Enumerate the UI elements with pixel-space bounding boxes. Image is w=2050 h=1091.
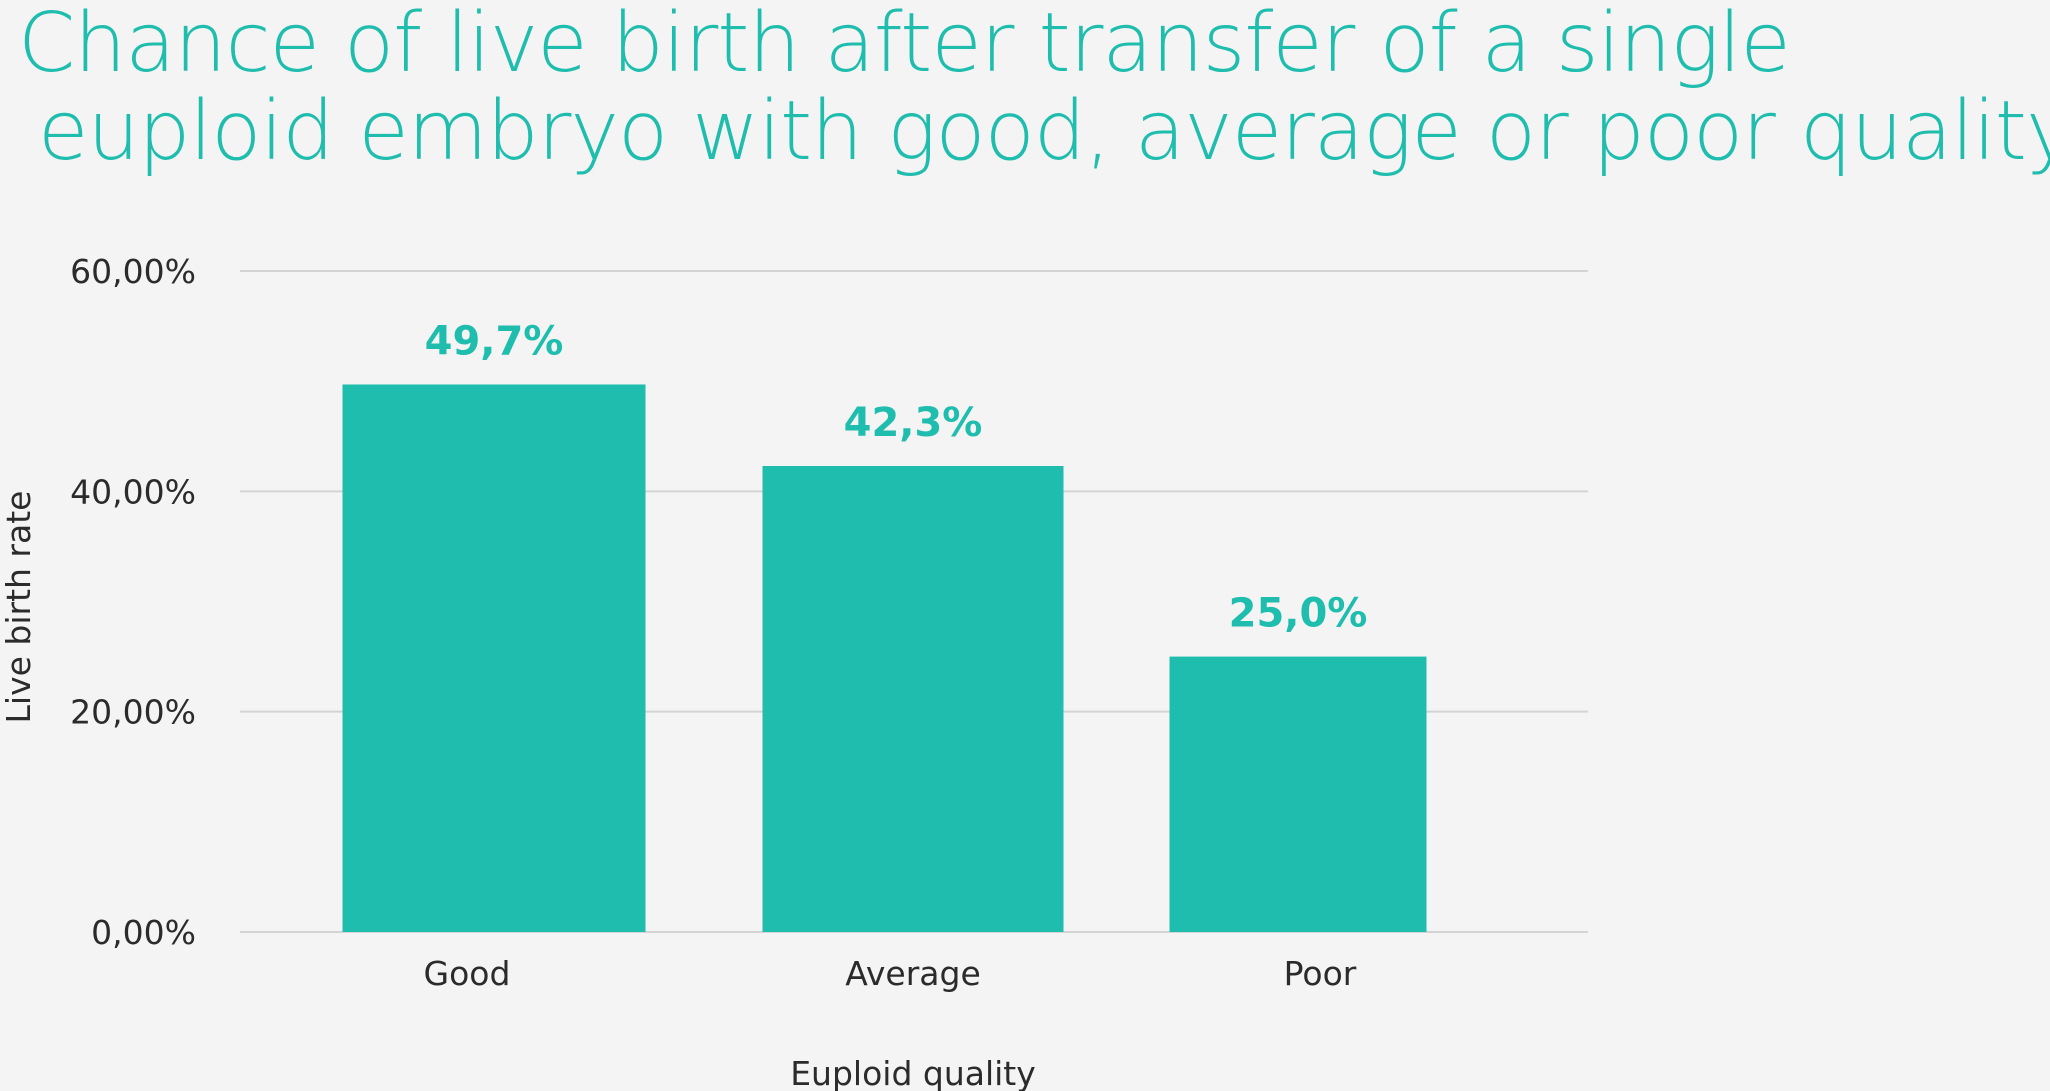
data-labels: 49,7% 42,3% 25,0% [425, 318, 1368, 636]
bar-average [762, 465, 1064, 932]
y-tick-label: 40,00% [70, 472, 196, 511]
y-tick-label: 60,00% [70, 252, 196, 291]
bar-good [342, 384, 646, 932]
data-label: 25,0% [1229, 591, 1368, 637]
data-label: 49,7% [425, 318, 564, 364]
chart-title: Chance of live birth after transfer of a… [18, 0, 2050, 176]
data-label: 42,3% [844, 400, 983, 446]
bar-poor [1169, 656, 1427, 932]
x-axis-title: Euploid quality [790, 1054, 1036, 1091]
bars [342, 384, 1427, 932]
chart-title-line-2: euploid embryo with good, average or poo… [38, 84, 2050, 179]
y-tick-label: 20,00% [70, 693, 196, 732]
x-tick-label: Poor [1284, 954, 1357, 993]
y-tick-label: 0,00% [91, 913, 196, 952]
y-axis-ticks: 0,00% 20,00% 40,00% 60,00% [70, 252, 196, 952]
x-tick-label: Average [845, 954, 981, 993]
y-axis-title: Live birth rate [0, 491, 38, 724]
x-axis-ticks: Good Average Poor [424, 954, 1357, 993]
x-tick-label: Good [424, 954, 511, 993]
chart-title-line-1: Chance of live birth after transfer of a… [18, 0, 1791, 91]
